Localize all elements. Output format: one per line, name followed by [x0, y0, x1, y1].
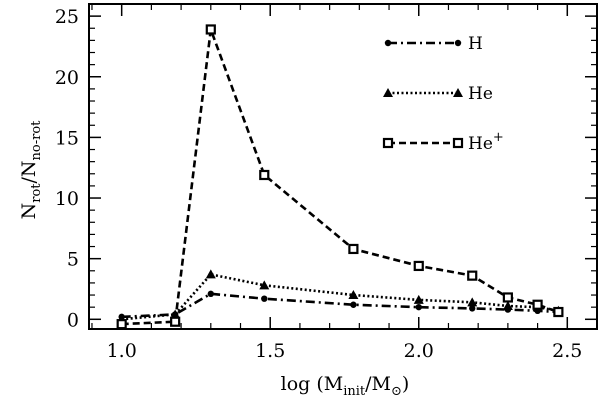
x-tick-label: 2.5 [552, 340, 582, 362]
data-point [469, 305, 476, 312]
y-tick-label: 15 [55, 127, 79, 149]
legend-label: H [468, 34, 483, 54]
data-point [413, 294, 424, 304]
legend-item: He [383, 84, 493, 104]
data-point [259, 280, 270, 290]
series-h [118, 290, 562, 321]
data-point [170, 316, 181, 327]
legend-item: H [384, 34, 483, 54]
y-tick-label: 25 [55, 6, 79, 28]
legend-label: He+ [468, 130, 504, 154]
data-point [259, 169, 270, 181]
x-tick-label: 1.5 [255, 340, 285, 362]
data-point [205, 269, 216, 279]
y-tick-label: 5 [67, 249, 79, 271]
data-point [413, 260, 424, 272]
data-point [502, 300, 513, 310]
legend: H He He+ [382, 34, 504, 154]
series-layer [116, 24, 564, 330]
data-point [502, 292, 513, 303]
data-point [350, 301, 357, 308]
legend-marker [454, 39, 462, 47]
legend-marker [384, 39, 392, 47]
x-axis-title: log (Minit/M⊙) [281, 373, 410, 399]
series-line [121, 292, 559, 319]
series-he-plus [116, 24, 564, 330]
legend-item: He+ [382, 130, 504, 154]
x-tick-label: 2.0 [404, 340, 434, 362]
data-point [348, 290, 359, 300]
data-point [532, 299, 543, 310]
data-point [467, 297, 478, 307]
data-point [415, 303, 422, 311]
legend-marker [453, 88, 463, 97]
axis-ticks: 1.0 1.5 2.0 2.5 0 5 10 15 20 25 [55, 4, 598, 362]
data-point [553, 306, 564, 318]
legend-marker [452, 137, 464, 149]
data-point [116, 319, 127, 330]
legend-marker [382, 137, 394, 149]
y-axis-title: Nrot/Nno-rot [18, 120, 44, 220]
legend-marker [383, 88, 393, 97]
data-point [205, 24, 216, 35]
y-tick-label: 20 [55, 67, 79, 89]
data-point [467, 270, 478, 281]
x-tick-label: 1.0 [107, 340, 137, 362]
series-he [116, 269, 564, 324]
data-point [348, 243, 359, 255]
legend-label: He [468, 84, 493, 104]
plot-frame [88, 3, 598, 330]
series-line [121, 273, 559, 321]
series-line [121, 28, 559, 326]
data-point [261, 295, 268, 302]
y-tick-label: 0 [67, 309, 79, 331]
data-point [207, 290, 215, 298]
y-tick-label: 10 [55, 188, 79, 210]
